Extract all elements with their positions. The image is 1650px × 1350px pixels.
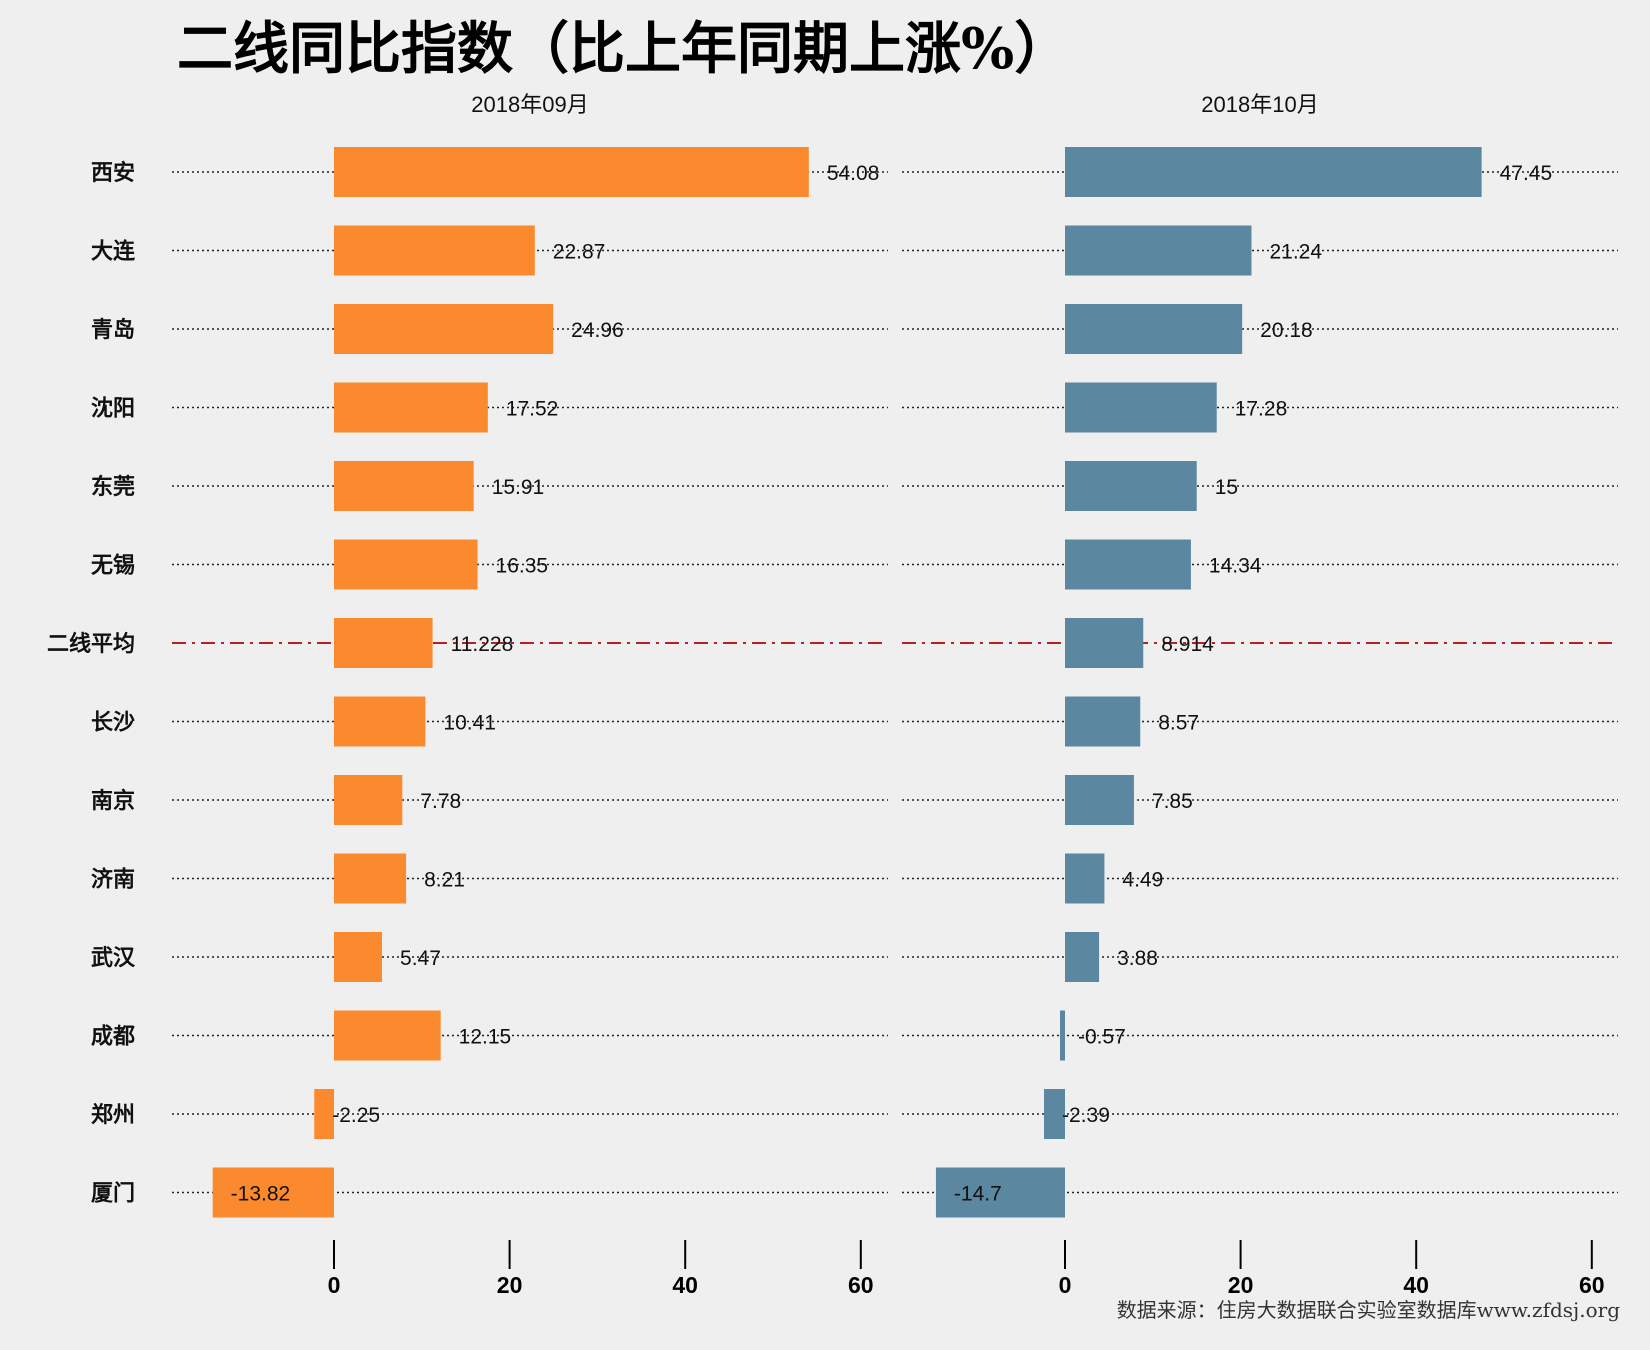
- data-label: 54.08: [827, 162, 880, 185]
- bar: [1065, 932, 1100, 982]
- bar: [334, 932, 383, 982]
- category-label: 郑州: [91, 1102, 135, 1128]
- bar: [334, 696, 426, 747]
- data-label: 47.45: [1500, 162, 1553, 185]
- bar: [1059, 1010, 1065, 1061]
- bar: [1065, 618, 1144, 668]
- bar: [1065, 461, 1197, 511]
- data-label: 10.41: [443, 712, 496, 735]
- data-label: 8.57: [1158, 712, 1199, 735]
- tick-label: 60: [848, 1272, 874, 1298]
- bar: [1065, 304, 1243, 354]
- category-label: 西安: [91, 160, 135, 186]
- chart-title: 二线同比指数（比上年同期上涨%）: [177, 16, 1070, 82]
- data-label: 7.78: [420, 790, 461, 813]
- bar: [334, 304, 554, 354]
- data-label: 8.21: [424, 869, 465, 892]
- data-label: -14.7: [954, 1183, 1002, 1206]
- data-label: 14.34: [1209, 555, 1262, 578]
- data-label: 3.88: [1117, 947, 1158, 970]
- tick-label: 0: [1059, 1272, 1072, 1298]
- bar: [334, 775, 403, 825]
- data-label: 12.15: [459, 1026, 512, 1049]
- bar: [334, 461, 474, 511]
- category-label: 二线平均: [47, 631, 135, 657]
- data-label: -0.57: [1078, 1026, 1126, 1049]
- data-label: -2.39: [1062, 1104, 1110, 1127]
- category-label: 武汉: [91, 945, 136, 971]
- category-label: 南京: [91, 788, 135, 814]
- bar: [334, 618, 433, 668]
- data-label: -13.82: [231, 1183, 291, 1206]
- data-label: 17.52: [506, 398, 559, 421]
- bar: [1044, 1089, 1065, 1139]
- panel-subtitle-oct: 2018年10月: [1201, 92, 1318, 117]
- bar: [334, 853, 407, 904]
- bar: [334, 1010, 441, 1061]
- tick-label: 40: [672, 1272, 698, 1298]
- category-label: 沈阳: [91, 396, 135, 422]
- data-label: 16.35: [496, 555, 549, 578]
- bar: [1065, 696, 1141, 747]
- bar: [1065, 539, 1191, 590]
- bar: [1065, 382, 1217, 433]
- tick-label: 0: [328, 1272, 341, 1298]
- category-label: 青岛: [91, 317, 135, 343]
- bar: [334, 147, 809, 197]
- bar: [314, 1089, 334, 1139]
- tick-label: 20: [497, 1272, 523, 1298]
- source-note: 数据来源：住房大数据联合实验室数据库www.zfdsj.org: [1117, 1298, 1621, 1322]
- data-label: 15: [1215, 476, 1238, 499]
- data-label: 24.96: [571, 319, 624, 342]
- bar: [1065, 853, 1105, 904]
- tick-label: 20: [1228, 1272, 1254, 1298]
- category-label: 大连: [91, 239, 136, 265]
- panel-subtitle-sep: 2018年09月: [471, 92, 588, 117]
- bar: [334, 539, 478, 590]
- bar: [212, 1167, 334, 1218]
- bar: [1065, 775, 1134, 825]
- category-label: 东莞: [91, 474, 135, 500]
- data-label: 8.914: [1161, 633, 1214, 656]
- data-label: 15.91: [492, 476, 545, 499]
- data-label: 5.47: [400, 947, 441, 970]
- category-label: 长沙: [91, 710, 135, 736]
- data-label: 21.24: [1269, 241, 1322, 264]
- bar: [1065, 225, 1252, 276]
- data-label: 11.228: [451, 633, 514, 656]
- data-label: 7.85: [1152, 790, 1193, 813]
- data-label: -2.25: [332, 1104, 380, 1127]
- category-label: 济南: [91, 867, 135, 893]
- tick-label: 40: [1403, 1272, 1429, 1298]
- bar: [334, 382, 488, 433]
- data-label: 17.28: [1235, 398, 1288, 421]
- bar: [1065, 147, 1482, 197]
- category-label: 成都: [91, 1024, 135, 1050]
- tick-label: 60: [1579, 1272, 1605, 1298]
- category-label: 厦门: [91, 1181, 135, 1207]
- data-label: 22.87: [553, 241, 606, 264]
- data-label: 20.18: [1260, 319, 1313, 342]
- bar: [935, 1167, 1065, 1218]
- data-label: 4.49: [1122, 869, 1163, 892]
- bar: [334, 225, 535, 276]
- category-label: 无锡: [91, 553, 135, 579]
